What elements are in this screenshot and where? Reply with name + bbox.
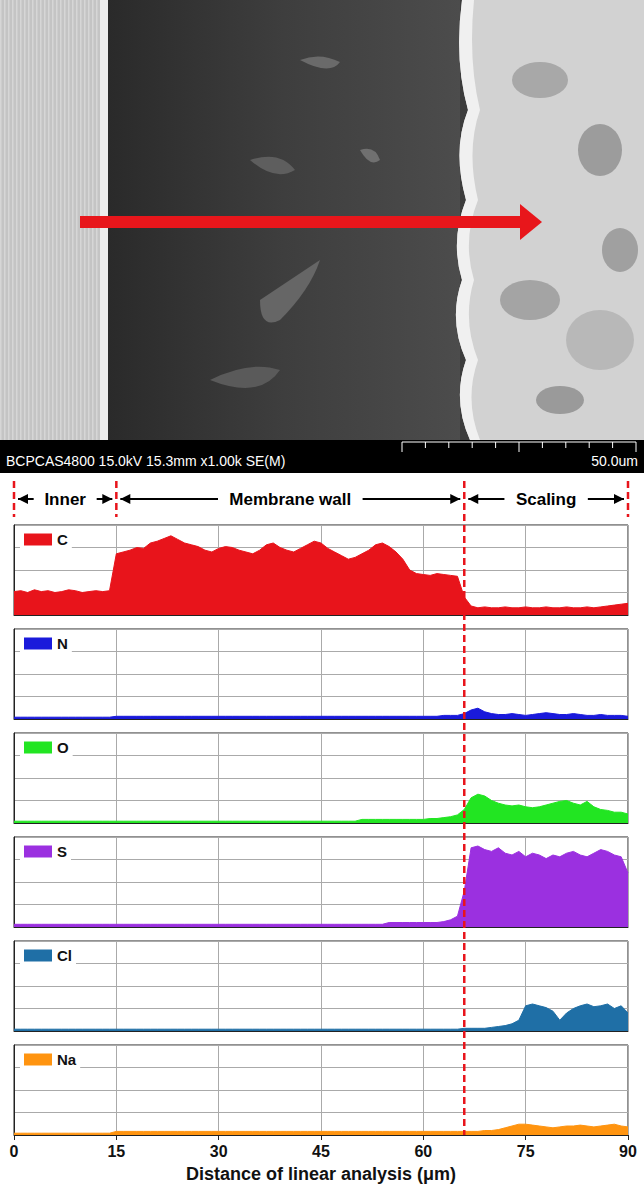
svg-text:S: S <box>57 843 67 860</box>
svg-text:C: C <box>57 531 68 548</box>
svg-text:O: O <box>57 739 69 756</box>
svg-text:BCPCAS4800 15.0kV 15.3mm x1.00: BCPCAS4800 15.0kV 15.3mm x1.00k SE(M) <box>6 453 285 469</box>
svg-text:50.0um: 50.0um <box>591 453 638 469</box>
svg-text:45: 45 <box>312 1143 330 1160</box>
svg-text:Distance of linear analysis (μ: Distance of linear analysis (μm) <box>186 1164 456 1184</box>
svg-text:N: N <box>57 635 68 652</box>
svg-text:Na: Na <box>57 1051 77 1068</box>
svg-text:60: 60 <box>414 1143 432 1160</box>
svg-text:Inner: Inner <box>44 490 86 509</box>
svg-text:Cl: Cl <box>57 947 72 964</box>
svg-text:75: 75 <box>517 1143 535 1160</box>
svg-text:30: 30 <box>210 1143 228 1160</box>
svg-text:Membrane wall: Membrane wall <box>229 490 351 509</box>
svg-text:0: 0 <box>10 1143 19 1160</box>
svg-text:90: 90 <box>619 1143 637 1160</box>
svg-text:15: 15 <box>107 1143 125 1160</box>
svg-text:Scaling: Scaling <box>516 490 576 509</box>
